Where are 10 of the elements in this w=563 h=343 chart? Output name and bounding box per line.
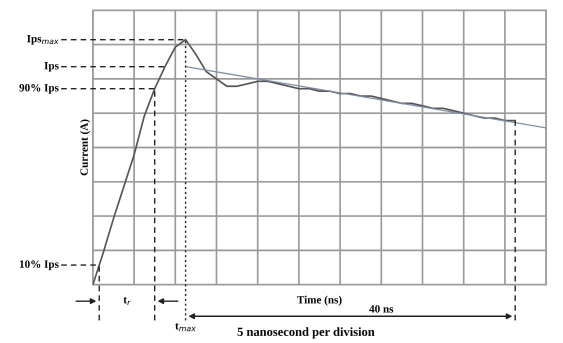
- y-axis-title: Current (A): [80, 120, 90, 176]
- text: t$_{r}$: [123, 297, 131, 306]
- ref-line-label: Ips: [44, 62, 59, 72]
- text: t$_{max}$: [175, 323, 196, 332]
- ref-line-label: 10% Ips: [20, 260, 59, 270]
- text: 40 ns: [369, 305, 394, 313]
- ref-line-label: Ips$_{max}$: [27, 34, 59, 45]
- text: 5 nanosecond per division: [238, 327, 375, 339]
- ref-line-label: 90% Ips: [19, 84, 59, 94]
- x-axis-title: Time (ns): [297, 296, 342, 306]
